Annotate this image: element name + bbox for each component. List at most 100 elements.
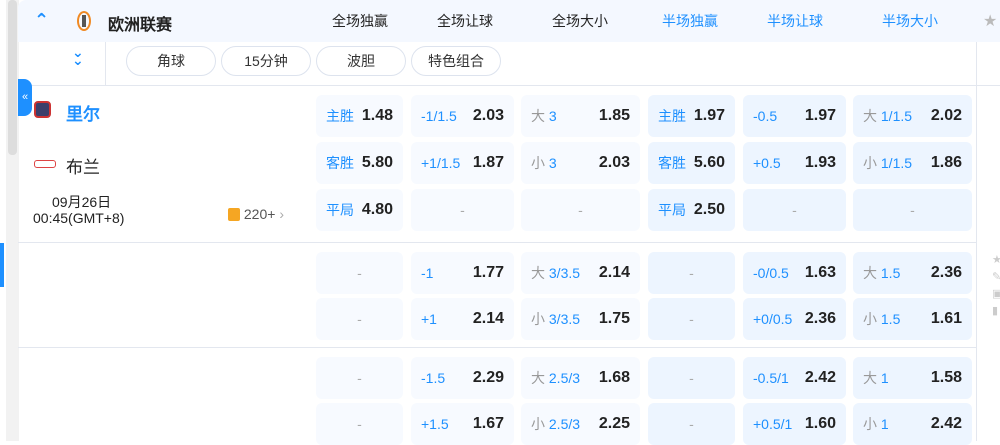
- filter-tab[interactable]: 角球: [126, 46, 216, 76]
- league-header: [18, 0, 1000, 42]
- expand-button[interactable]: ⌄ ⌄: [72, 44, 84, 68]
- odds-value: 1.58: [930, 369, 962, 386]
- line-label: 2.5/3: [548, 370, 581, 386]
- odds-cell[interactable]: +0.5/1 1.60: [743, 403, 846, 445]
- odds-cell[interactable]: +0.5 1.93: [743, 142, 846, 184]
- ou-label: 大: [531, 108, 545, 124]
- line-label: 3/3.5: [548, 265, 581, 281]
- column-header: 半场独赢: [662, 13, 718, 29]
- line-label: 客胜: [658, 155, 686, 171]
- line-label: 主胜: [326, 108, 354, 124]
- odds-value: 1.97: [804, 107, 836, 124]
- home-team-name[interactable]: 里尔: [66, 105, 100, 124]
- odds-value: 2.36: [930, 264, 962, 281]
- odds-cell[interactable]: 平局 4.80: [316, 189, 403, 231]
- filter-tab[interactable]: 波胆: [316, 46, 406, 76]
- odds-value: 2.29: [472, 369, 504, 386]
- empty-odds: -: [460, 202, 465, 218]
- league-logo-icon: [77, 11, 91, 31]
- odds-cell[interactable]: +1 2.14: [411, 298, 514, 340]
- odds-cell[interactable]: 小 3/3.5 1.75: [521, 298, 640, 340]
- line-label: 3/3.5: [548, 311, 581, 327]
- odds-cell[interactable]: -1/1.5 2.03: [411, 95, 514, 137]
- filter-tab[interactable]: 15分钟: [221, 46, 311, 76]
- line-label: 平局: [326, 202, 354, 218]
- line-label: +0/0.5: [753, 311, 793, 327]
- odds-value: 2.42: [930, 415, 962, 432]
- odds-cell[interactable]: 小 1 2.42: [853, 403, 972, 445]
- column-header: 全场大小: [552, 13, 608, 29]
- odds-cell[interactable]: 大 3 1.85: [521, 95, 640, 137]
- odds-value: 4.80: [361, 201, 393, 218]
- column-header: 全场让球: [437, 13, 493, 29]
- odds-cell[interactable]: 小 3 2.03: [521, 142, 640, 184]
- side-icons[interactable]: ★ ✎ ▣ ▮: [992, 254, 1000, 317]
- filter-tab[interactable]: 特色组合: [411, 46, 501, 76]
- line-label: -0.5/1: [753, 370, 789, 386]
- odds-cell[interactable]: +1.5 1.67: [411, 403, 514, 445]
- odds-cell: -: [411, 189, 514, 231]
- odds-cell[interactable]: +1/1.5 1.87: [411, 142, 514, 184]
- odds-cell[interactable]: -1.5 2.29: [411, 357, 514, 399]
- line-label: 1.5: [880, 265, 901, 281]
- column-header: 半场大小: [882, 13, 938, 29]
- odds-value: 2.14: [598, 264, 630, 281]
- odds-cell[interactable]: 平局 2.50: [648, 189, 735, 231]
- line-label: -1/1.5: [421, 108, 457, 124]
- odds-cell[interactable]: 大 1/1.5 2.02: [853, 95, 972, 137]
- odds-value: 2.42: [804, 369, 836, 386]
- odds-cell[interactable]: 小 1/1.5 1.86: [853, 142, 972, 184]
- odds-cell[interactable]: 客胜 5.80: [316, 142, 403, 184]
- odds-cell[interactable]: 大 1.5 2.36: [853, 252, 972, 294]
- odds-cell[interactable]: -0.5/1 2.42: [743, 357, 846, 399]
- ou-label: 大: [863, 370, 877, 386]
- scrollbar-thumb[interactable]: [8, 0, 17, 155]
- line-label: -0/0.5: [753, 265, 789, 281]
- odds-cell[interactable]: 小 2.5/3 2.25: [521, 403, 640, 445]
- odds-cell[interactable]: 大 1 1.58: [853, 357, 972, 399]
- odds-value: 2.14: [472, 310, 504, 327]
- line-label: 1: [880, 416, 889, 432]
- divider: [105, 42, 106, 85]
- odds-value: 1.93: [804, 154, 836, 171]
- odds-value: 2.02: [930, 107, 962, 124]
- odds-cell[interactable]: 小 1.5 1.61: [853, 298, 972, 340]
- odds-value: 1.77: [472, 264, 504, 281]
- collapse-button[interactable]: ⌃: [34, 10, 50, 30]
- odds-cell[interactable]: 大 3/3.5 2.14: [521, 252, 640, 294]
- odds-cell[interactable]: -0.5 1.97: [743, 95, 846, 137]
- line-label: 客胜: [326, 155, 354, 171]
- odds-value: 1.86: [930, 154, 962, 171]
- ou-label: 大: [863, 265, 877, 281]
- odds-value: 1.87: [472, 154, 504, 171]
- empty-odds: -: [910, 202, 915, 218]
- ou-label: 小: [863, 416, 877, 432]
- empty-odds: -: [578, 202, 583, 218]
- empty-odds: -: [357, 416, 362, 432]
- away-team-name[interactable]: 布兰: [66, 158, 100, 177]
- active-marker: [0, 243, 4, 287]
- odds-cell: -: [316, 298, 403, 340]
- odds-cell[interactable]: 主胜 1.48: [316, 95, 403, 137]
- line-label: 3: [548, 155, 557, 171]
- odds-value: 1.63: [804, 264, 836, 281]
- line-label: +0.5/1: [753, 416, 793, 432]
- odds-cell: -: [853, 189, 972, 231]
- odds-cell: -: [316, 252, 403, 294]
- odds-cell[interactable]: 主胜 1.97: [648, 95, 735, 137]
- odds-value: 2.25: [598, 415, 630, 432]
- odds-cell: -: [316, 357, 403, 399]
- odds-cell[interactable]: -1 1.77: [411, 252, 514, 294]
- more-markets-button[interactable]: 220+ ›: [228, 206, 284, 222]
- odds-cell[interactable]: +0/0.5 2.36: [743, 298, 846, 340]
- line-label: -0.5: [753, 108, 778, 124]
- side-toggle-button[interactable]: «: [18, 79, 32, 116]
- odds-cell[interactable]: 大 2.5/3 1.68: [521, 357, 640, 399]
- pin-icon[interactable]: ★: [983, 13, 998, 30]
- odds-cell[interactable]: -0/0.5 1.63: [743, 252, 846, 294]
- line-label: +0.5: [753, 155, 781, 171]
- ou-label: 小: [531, 155, 545, 171]
- odds-cell[interactable]: 客胜 5.60: [648, 142, 735, 184]
- empty-odds: -: [689, 416, 694, 432]
- line-label: 平局: [658, 202, 686, 218]
